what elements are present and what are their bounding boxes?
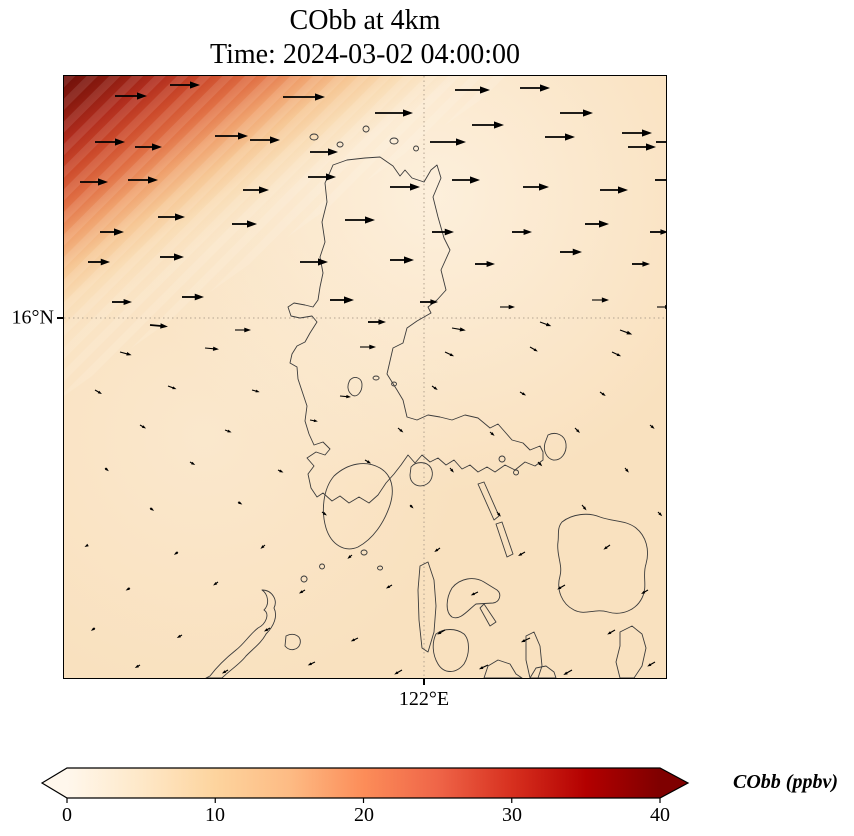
x-tick-label: 122°E: [398, 688, 450, 710]
colorbar-label: CObb (ppbv): [733, 771, 838, 793]
colorbar-tick-label-3: 30: [502, 804, 522, 826]
map-svg: [64, 76, 666, 678]
colorbar-tick-label-2: 20: [354, 804, 374, 826]
y-tick-mark: [57, 317, 64, 319]
chart-title: CObb at 4km: [289, 5, 441, 36]
colorbar-tick-label-0: 0: [62, 804, 72, 826]
colorbar-tick-label-1: 10: [205, 804, 225, 826]
plot-area: [63, 75, 667, 679]
colorbar-tick-label-4: 40: [650, 804, 670, 826]
colorbar-svg: [40, 767, 690, 803]
colorbar: [30, 762, 730, 812]
x-tick-mark: [423, 678, 425, 685]
chart-subtitle: Time: 2024-03-02 04:00:00: [209, 39, 521, 70]
y-tick-label: 16°N: [11, 306, 54, 329]
